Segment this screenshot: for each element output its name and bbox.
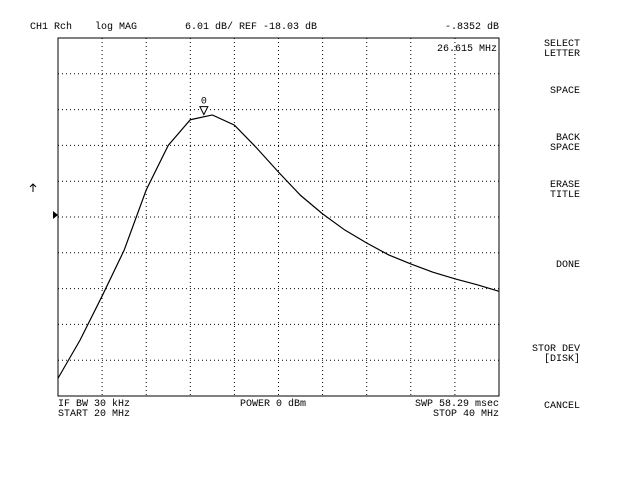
graticule [58, 38, 499, 396]
marker [199, 106, 209, 116]
marker-label: 0 [201, 97, 207, 108]
softkey-label: [DISK] [544, 353, 580, 365]
softkey-label: BACK [556, 133, 580, 144]
ref-pointer [53, 211, 58, 219]
trace [57, 114, 500, 379]
sweep: SWP 58.29 msec [415, 399, 499, 410]
softkey-label: TITLE [550, 190, 580, 201]
channel: CH1 Rch [30, 21, 72, 33]
softkey-label: SELECT [544, 39, 580, 50]
softkey-label: SPACE [550, 86, 580, 97]
marker-freq: 26.615 MHz [437, 44, 497, 55]
softkey-label: DONE [556, 260, 580, 271]
format: log MAG [95, 21, 137, 33]
softkey-label: CANCEL [544, 401, 580, 412]
softkey-label: STOR DEV [532, 344, 580, 355]
scale-ref: 6.01 dB/ REF -18.03 dB [185, 21, 317, 33]
power: POWER 0 dBm [240, 398, 306, 410]
plot-frame [57, 37, 500, 397]
if-bw: IF BW 30 kHz [58, 398, 130, 410]
marker-value: -.8352 dB [445, 21, 499, 33]
start: START 20 MHz [58, 409, 130, 420]
softkey-label: LETTER [544, 49, 580, 60]
stop: STOP 40 MHz [433, 409, 499, 420]
scale-arrow [29, 183, 37, 192]
softkey-label: SPACE [550, 143, 580, 154]
softkey-label: ERASE [550, 180, 580, 191]
